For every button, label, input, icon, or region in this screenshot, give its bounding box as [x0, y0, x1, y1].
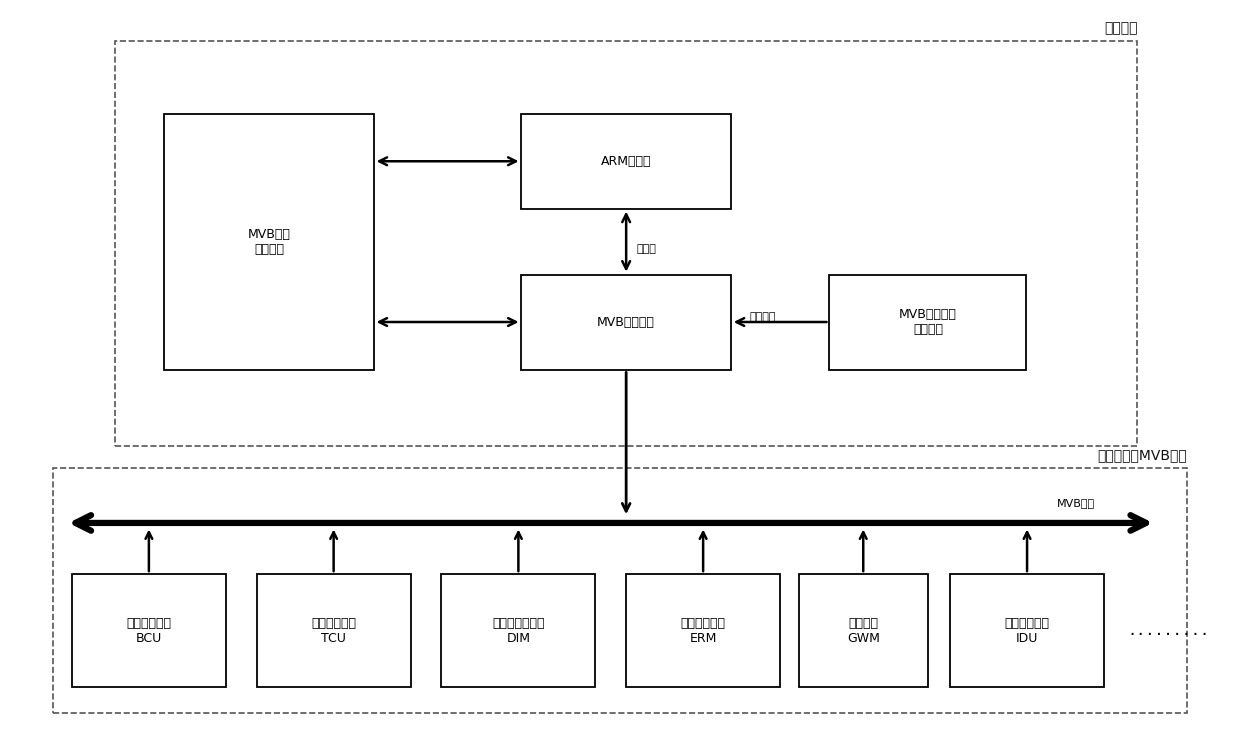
Text: MVB网络通信
配置模块: MVB网络通信 配置模块 — [899, 308, 957, 336]
Text: 智能显示装置
IDU: 智能显示装置 IDU — [1004, 617, 1049, 644]
Text: 数字量输入模块
DIM: 数字量输入模块 DIM — [492, 617, 544, 644]
Text: .........: ......... — [1127, 623, 1209, 638]
Text: 测试设备: 测试设备 — [1104, 21, 1137, 35]
Text: MVB网络: MVB网络 — [1058, 498, 1095, 508]
FancyBboxPatch shape — [522, 114, 730, 208]
FancyBboxPatch shape — [626, 574, 780, 687]
Text: 网关模块
GWM: 网关模块 GWM — [847, 617, 879, 644]
Text: 并口扩展: 并口扩展 — [749, 312, 776, 322]
FancyBboxPatch shape — [522, 274, 730, 370]
Text: MVB接口板卡: MVB接口板卡 — [598, 316, 655, 329]
Text: 事件记录模块
ERM: 事件记录模块 ERM — [681, 617, 725, 644]
Text: ARM核心板: ARM核心板 — [601, 154, 651, 168]
Text: MVB协议
共享内存: MVB协议 共享内存 — [248, 228, 290, 256]
Bar — [53, 468, 1187, 713]
FancyBboxPatch shape — [72, 574, 226, 687]
Text: 以太网: 以太网 — [636, 244, 656, 254]
Text: 传动控制单元
TCU: 传动控制单元 TCU — [311, 617, 356, 644]
FancyBboxPatch shape — [441, 574, 595, 687]
FancyBboxPatch shape — [164, 114, 373, 370]
FancyBboxPatch shape — [950, 574, 1104, 687]
Text: 被测对象：MVB网络: 被测对象：MVB网络 — [1097, 449, 1187, 463]
FancyBboxPatch shape — [830, 274, 1027, 370]
Text: 制动控制单元
BCU: 制动控制单元 BCU — [126, 617, 171, 644]
Bar — [115, 41, 1137, 446]
FancyBboxPatch shape — [257, 574, 410, 687]
FancyBboxPatch shape — [799, 574, 928, 687]
